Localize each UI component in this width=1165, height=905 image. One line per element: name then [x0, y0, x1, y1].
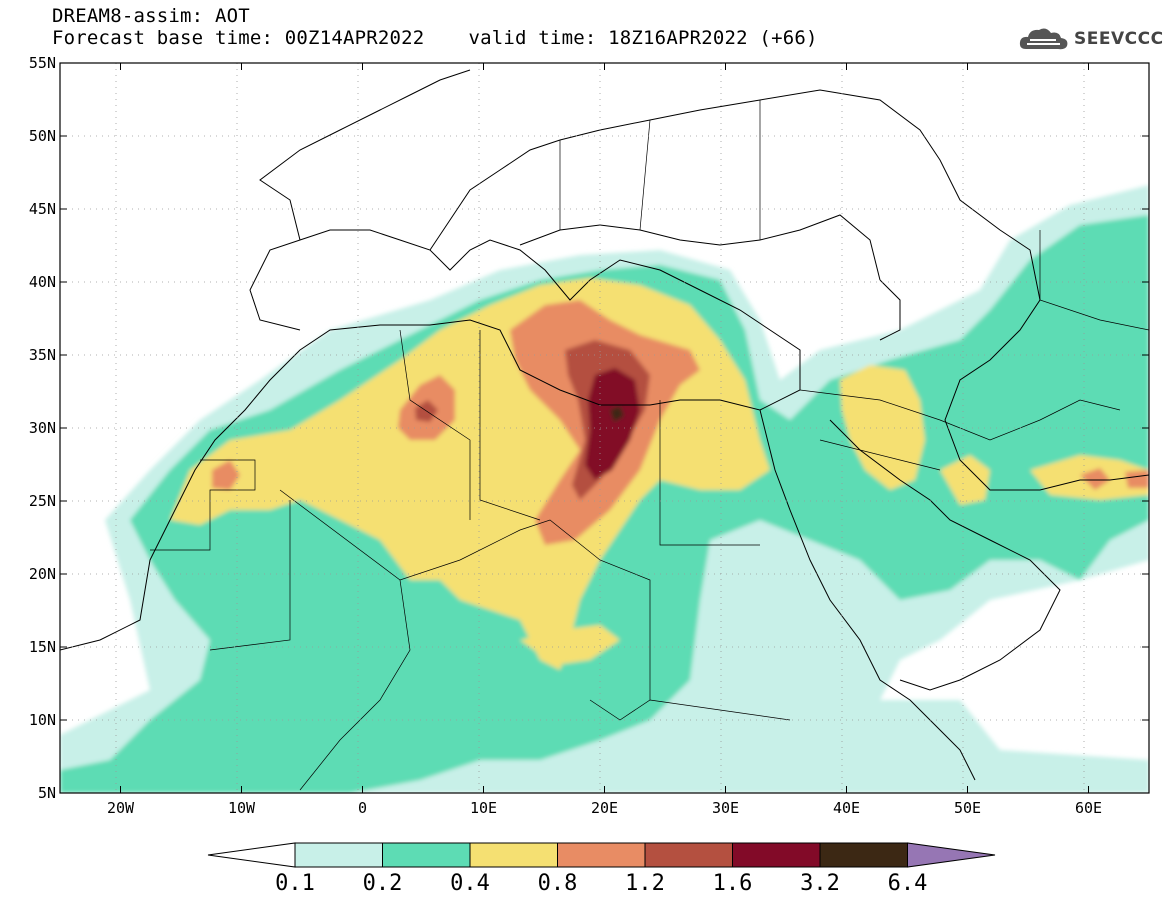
lat-tick-label: 25N [29, 492, 56, 510]
aot-band-1.6 [585, 368, 640, 480]
longitude-ticks: 20W 10W 0 10E 20E 30E 40E 50E 60E [107, 63, 1102, 817]
colorbar-label: 0.4 [450, 871, 490, 896]
aot-band-3.2 [610, 406, 624, 422]
aot-patch-india [1125, 470, 1149, 488]
colorbar-swatch [644, 842, 733, 868]
logo-text: SEEVCCC [1074, 29, 1164, 49]
colorbar-labels: 0.1 0.2 0.4 0.8 1.2 1.6 3.2 6.4 [275, 871, 927, 896]
lat-tick-label: 45N [29, 200, 56, 218]
base-time: Forecast base time: 00Z14APR2022 [52, 27, 425, 49]
lon-tick-label: 10E [470, 799, 497, 817]
lat-tick-label: 15N [29, 638, 56, 656]
colorbar-swatch [294, 842, 383, 868]
colorbar-swatch [469, 842, 558, 868]
aot-patch-sudan [520, 625, 620, 665]
colorbar-swatch [732, 842, 821, 868]
chart-title: DREAM8-assim: AOT [52, 5, 250, 27]
seevccc-logo: SEEVCCC [1018, 24, 1164, 54]
lat-tick-label: 50N [29, 127, 56, 145]
colorbar-under-triangle [207, 842, 296, 868]
lat-tick-label: 35N [29, 346, 56, 364]
lat-tick-label: 40N [29, 273, 56, 291]
lat-tick-label: 20N [29, 565, 56, 583]
latitude-ticks: 55N 50N 45N 40N 35N 30N 25N 20N 15N 10N 5N [29, 54, 1149, 802]
lat-tick-label: 5N [38, 784, 56, 802]
colorbar-over-triangle [907, 842, 996, 868]
colorbar-swatch [557, 842, 646, 868]
lat-tick-label: 10N [29, 711, 56, 729]
colorbar-swatches [207, 842, 996, 868]
colorbar-label: 0.8 [538, 871, 578, 896]
colorbar-label: 3.2 [800, 871, 840, 896]
colorbar: 0.1 0.2 0.4 0.8 1.2 1.6 3.2 6.4 [207, 842, 996, 896]
lon-tick-label: 20W [107, 799, 135, 817]
lon-tick-label: 50E [954, 799, 981, 817]
lat-tick-label: 30N [29, 419, 56, 437]
colorbar-label: 1.6 [713, 871, 753, 896]
aot-patch-arabia [840, 365, 925, 490]
colorbar-swatch [382, 842, 471, 868]
colorbar-label: 0.2 [363, 871, 403, 896]
colorbar-label: 6.4 [888, 871, 928, 896]
lon-tick-label: 30E [712, 799, 739, 817]
lon-tick-label: 60E [1075, 799, 1102, 817]
aot-patch-wsahara [212, 460, 240, 490]
lat-tick-label: 55N [29, 54, 56, 72]
colorbar-label: 0.1 [275, 871, 315, 896]
lon-tick-label: 20E [591, 799, 618, 817]
lon-tick-label: 0 [358, 799, 367, 817]
cloud-logo-icon [1019, 28, 1068, 50]
borders [150, 100, 1149, 791]
forecast-times: Forecast base time: 00Z14APR2022 valid ti… [52, 28, 818, 48]
lon-tick-label: 10W [228, 799, 256, 817]
valid-time: valid time: 18Z16APR2022 (+66) [468, 27, 818, 49]
colorbar-label: 1.2 [625, 871, 665, 896]
aot-patch-gulf [940, 455, 990, 505]
lon-tick-label: 40E [833, 799, 860, 817]
aot-patch-pakistan [1080, 468, 1110, 490]
aot-field [60, 69, 1149, 793]
colorbar-swatch [819, 842, 908, 868]
